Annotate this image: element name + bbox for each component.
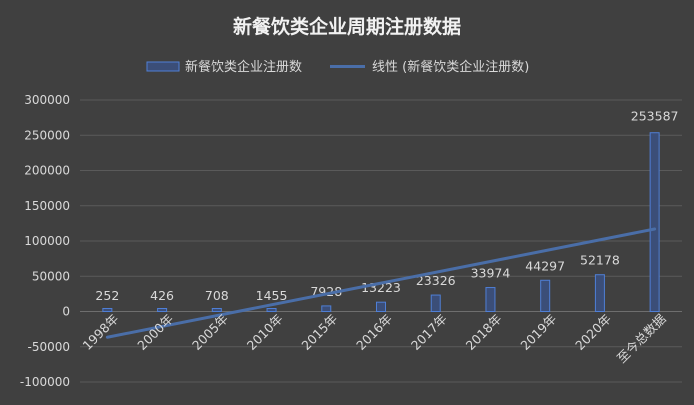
- bar-6: [430, 294, 441, 313]
- legend-bar-label: 新餐饮类企业注册数: [185, 59, 302, 75]
- bars: [102, 132, 660, 313]
- y-tick-label-7: 250000: [24, 128, 70, 142]
- chart-title: 新餐饮类企业周期注册数据: [233, 15, 461, 38]
- data-label-7: 33974: [471, 266, 511, 281]
- bar-8: [540, 279, 551, 313]
- y-tick-label-2: 0: [62, 305, 70, 319]
- data-label-3: 1455: [256, 288, 288, 303]
- y-tick-label-8: 300000: [24, 93, 70, 107]
- y-tick-label-6: 200000: [24, 164, 70, 178]
- data-label-8: 44297: [525, 258, 565, 273]
- y-axis: -100000 -50000 0 50000 100000 150000 200000 250…: [20, 93, 70, 389]
- trendline: [105, 227, 657, 339]
- x-axis: 1998年 2000年 2005年 2010年 2015年 2016年 2017年 2018年…: [80, 311, 669, 366]
- y-tick-label-4: 100000: [24, 234, 70, 248]
- bar-3: [266, 308, 277, 312]
- gridlines: [80, 99, 682, 383]
- data-label-10: 253587: [631, 109, 679, 124]
- bar-4: [321, 305, 332, 313]
- legend-bar-swatch: [146, 61, 180, 72]
- y-tick-label-5: 150000: [24, 199, 70, 213]
- data-label-0: 252: [95, 288, 119, 303]
- bar-2: [211, 308, 222, 312]
- data-label-6: 23326: [416, 273, 456, 288]
- bar-7: [485, 287, 496, 313]
- bar-10: [649, 132, 660, 312]
- trendline-line: [105, 227, 657, 339]
- y-tick-label-3: 50000: [32, 269, 70, 283]
- legend: 新餐饮类企业注册数 线性 (新餐饮类企业注册数): [146, 59, 529, 75]
- bar-0: [102, 308, 113, 312]
- legend-trendline-label: 线性 (新餐饮类企业注册数): [372, 59, 529, 75]
- x-tick-label-10: 至今总数据: [614, 311, 669, 366]
- bar-9: [594, 274, 605, 312]
- data-label-1: 426: [150, 288, 174, 303]
- data-label-2: 708: [205, 288, 229, 303]
- bar-5: [376, 301, 386, 313]
- data-label-9: 52178: [580, 253, 620, 268]
- y-tick-label-1: -50000: [27, 340, 70, 354]
- y-tick-label-0: -100000: [20, 375, 70, 389]
- bar-1: [157, 308, 168, 312]
